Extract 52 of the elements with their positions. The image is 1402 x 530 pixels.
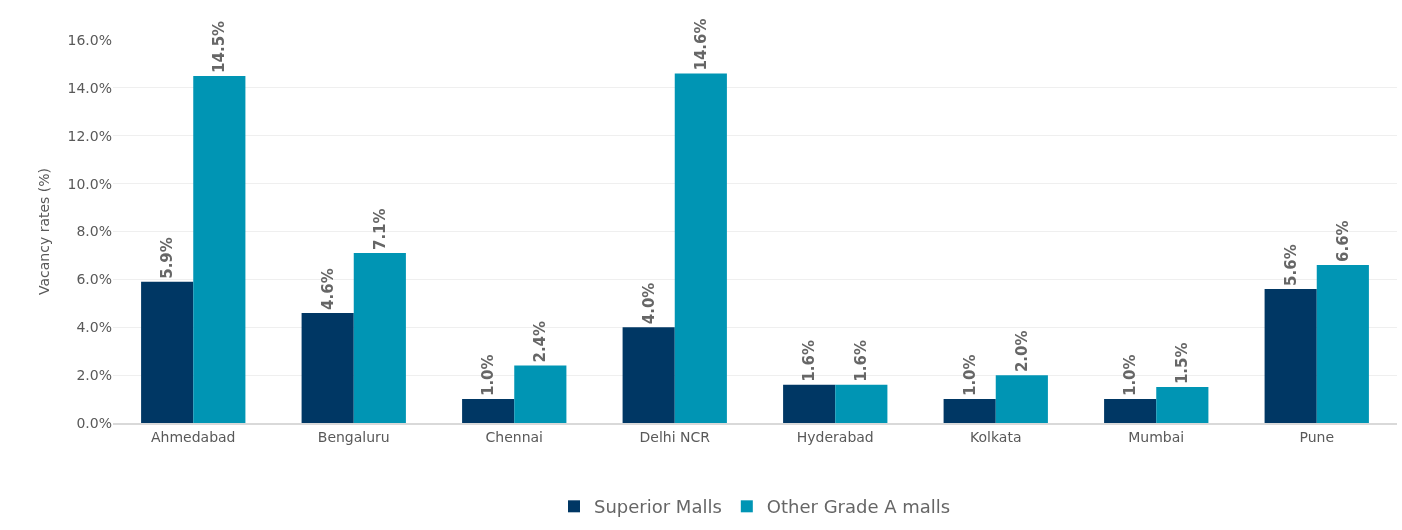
x-tick-label: Kolkata (970, 428, 1022, 445)
bar (1316, 265, 1369, 423)
x-tick-label: Chennai (485, 428, 543, 445)
data-label: 7.1% (370, 208, 389, 251)
y-tick-label: 12.0% (67, 127, 112, 144)
x-tick-label: Ahmedabad (150, 428, 236, 445)
data-label: 2.0% (1012, 330, 1031, 373)
y-tick-label: 16.0% (67, 31, 112, 48)
bar (1264, 288, 1317, 423)
y-tick-label: 0.0% (76, 414, 112, 431)
data-label: 14.5% (210, 20, 229, 73)
bar (353, 253, 406, 423)
bar (1104, 399, 1157, 423)
x-tick-label: Mumbai (1128, 428, 1185, 445)
bar (514, 365, 567, 423)
y-tick-label: 6.0% (76, 271, 112, 288)
bar (943, 399, 996, 423)
legend-label: Other Grade A malls (766, 496, 951, 518)
data-label: 4.0% (639, 282, 658, 325)
bar (783, 384, 836, 423)
x-tick-label: Pune (1299, 428, 1335, 445)
data-label: 1.5% (1173, 342, 1192, 385)
y-tick-label: 2.0% (76, 367, 112, 384)
bar (1156, 387, 1209, 423)
data-label: 2.4% (531, 320, 550, 363)
data-label: 1.6% (852, 340, 871, 382)
data-label: 1.6% (800, 340, 819, 382)
data-label: 4.6% (318, 268, 337, 310)
data-label: 1.0% (1121, 354, 1140, 397)
bar (462, 399, 515, 423)
y-tick-label: 8.0% (76, 223, 112, 240)
legend-label: Superior Malls (594, 496, 722, 518)
y-tick-label: 10.0% (67, 175, 112, 192)
bar (622, 327, 675, 423)
data-label: 6.6% (1333, 220, 1352, 263)
data-label: 5.6% (1281, 244, 1300, 286)
y-axis-title: Vacancy rates (%) (36, 167, 53, 296)
x-tick-label: Delhi NCR (639, 428, 711, 445)
bar (835, 384, 888, 423)
bar (193, 75, 246, 423)
x-tick-label: Hyderabad (796, 428, 874, 445)
x-tick-label: Bengaluru (317, 428, 390, 445)
bar (301, 312, 354, 423)
data-label: 14.6% (691, 18, 710, 71)
data-label: 1.0% (479, 354, 498, 397)
y-tick-label: 4.0% (76, 319, 112, 336)
bar (141, 281, 194, 423)
data-label: 5.9% (158, 237, 177, 279)
bar (995, 375, 1048, 423)
bar (674, 73, 727, 423)
y-tick-label: 14.0% (67, 79, 112, 96)
data-label: 1.0% (960, 354, 979, 397)
